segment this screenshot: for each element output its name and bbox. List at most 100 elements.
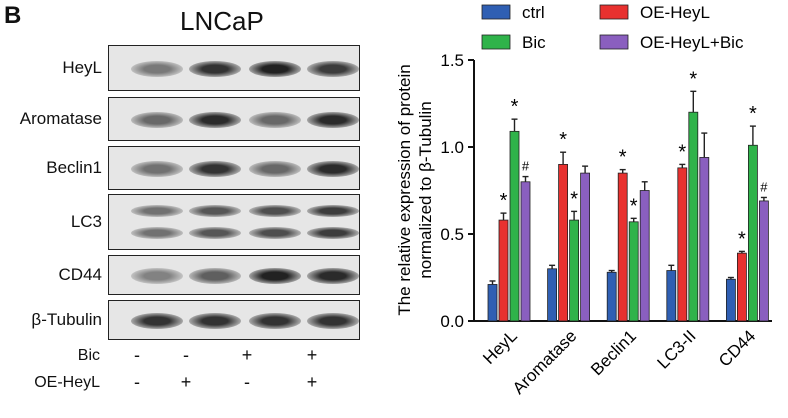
bar-ctrl-CD44 — [726, 278, 736, 322]
band — [131, 313, 183, 329]
blot-label-4: CD44 — [58, 265, 102, 284]
blot-label-0: HeyL — [62, 58, 102, 77]
band — [249, 227, 301, 239]
x-tick-label: CD44 — [715, 326, 759, 370]
band — [189, 205, 241, 217]
bar-OE-HeyL-HeyL — [498, 219, 509, 322]
blot-label-5: β-Tubulin — [31, 310, 102, 329]
blot-label-3: LC3 — [70, 212, 102, 231]
bar-Bic-HeyL — [509, 130, 520, 322]
band — [131, 61, 183, 77]
band — [249, 112, 301, 128]
band — [307, 112, 359, 128]
band — [189, 227, 241, 239]
bar-ctrl-LC3-II — [666, 270, 677, 322]
band — [307, 227, 359, 239]
condition-label-1: OE-HeyL — [34, 374, 100, 391]
y-tick-label: 0.0 — [440, 312, 464, 331]
significance-mark: * — [630, 195, 638, 217]
y-axis-label: The relative expression of protein normal… — [395, 64, 435, 315]
bar-OE-HeyL+Bic-CD44 — [759, 200, 769, 322]
condition-mark: + — [241, 345, 253, 365]
bar-OE-HeyL+Bic-Beclin1 — [639, 190, 650, 322]
y-tick-label: 1.0 — [440, 138, 464, 157]
legend-label: Bic — [522, 33, 546, 52]
band — [131, 205, 183, 217]
significance-mark: * — [689, 68, 697, 90]
band — [249, 205, 301, 217]
condition-label-0: Bic — [77, 347, 100, 364]
condition-mark: + — [180, 372, 192, 392]
band — [189, 161, 241, 177]
legend-swatch — [481, 34, 511, 50]
y-tick-label: 1.5 — [440, 51, 464, 70]
band — [307, 205, 359, 217]
condition-mark: - — [134, 345, 140, 365]
condition-mark: - — [244, 372, 250, 392]
legend-swatch — [599, 4, 629, 20]
band — [189, 112, 241, 128]
band — [249, 161, 301, 177]
band — [249, 61, 301, 77]
significance-mark: * — [678, 141, 686, 163]
legend-swatch — [481, 4, 511, 20]
y-tick-label: 0.5 — [440, 225, 464, 244]
blot-strip-0 — [108, 45, 360, 91]
band — [131, 268, 183, 284]
blot-strip-1 — [108, 97, 360, 141]
bar-OE-HeyL-Aromatase — [558, 163, 568, 322]
legend-label: OE-HeyL — [640, 3, 710, 22]
bar-OE-HeyL-Beclin1 — [617, 172, 628, 322]
significance-mark: * — [500, 190, 508, 212]
condition-mark: - — [134, 372, 140, 392]
significance-mark: * — [570, 188, 578, 210]
band — [307, 268, 359, 284]
significance-mark: * — [559, 129, 567, 151]
bar-OE-HeyL+Bic-HeyL — [520, 181, 531, 322]
band — [131, 112, 183, 128]
significance-mark: * — [738, 228, 746, 250]
band — [249, 268, 301, 284]
bar-ctrl-Beclin1 — [606, 271, 617, 322]
band — [307, 313, 359, 329]
band — [131, 161, 183, 177]
blot-strip-3 — [108, 194, 360, 250]
band — [131, 227, 183, 239]
condition-mark: + — [306, 345, 318, 365]
x-tick-label: Beclin1 — [587, 326, 640, 379]
bar-Bic-Aromatase — [569, 219, 579, 322]
bar-Bic-Beclin1 — [628, 221, 639, 322]
bar-ctrl-Aromatase — [547, 268, 557, 322]
significance-mark: * — [619, 147, 627, 169]
band — [189, 268, 241, 284]
band — [307, 161, 359, 177]
significance-mark: # — [760, 179, 768, 194]
condition-mark: + — [306, 372, 318, 392]
significance-mark: * — [511, 96, 519, 118]
band — [189, 313, 241, 329]
band — [249, 313, 301, 329]
blot-strip-4 — [108, 255, 360, 295]
bar-ctrl-HeyL — [487, 284, 498, 322]
bar-OE-HeyL+Bic-Aromatase — [580, 172, 590, 322]
x-tick-label: Aromatase — [509, 326, 581, 398]
bar-OE-HeyL-CD44 — [737, 252, 747, 322]
x-tick-label: HeyL — [479, 326, 520, 367]
cell-line-title: LNCaP — [180, 6, 264, 36]
blot-strip-2 — [108, 146, 360, 190]
blot-label-1: Aromatase — [19, 109, 102, 128]
x-tick-label: LC3-II — [653, 326, 699, 372]
bar-OE-HeyL-LC3-II — [677, 167, 688, 322]
blot-strip-5 — [108, 300, 360, 340]
bar-Bic-CD44 — [748, 144, 758, 322]
blot-label-2: Beclin1 — [46, 158, 102, 177]
bar-Bic-LC3-II — [688, 111, 699, 322]
legend-swatch — [599, 34, 629, 50]
panel-letter: B — [4, 2, 22, 29]
condition-mark: - — [183, 345, 189, 365]
band — [189, 61, 241, 77]
legend-label: ctrl — [522, 3, 545, 22]
significance-mark: # — [522, 159, 530, 174]
legend-label: OE-HeyL+Bic — [640, 33, 744, 52]
